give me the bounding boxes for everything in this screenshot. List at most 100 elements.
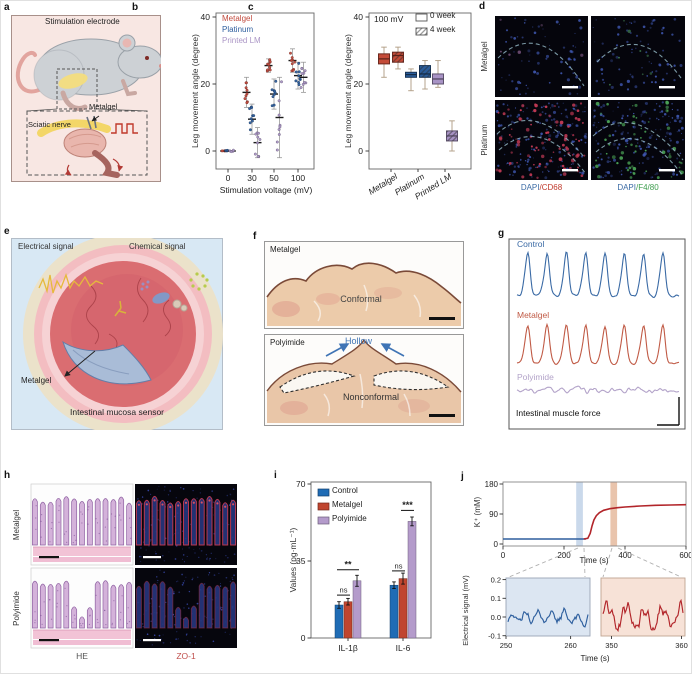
panel-a-letter: a [4,2,10,13]
svg-text:20: 20 [354,79,364,89]
svg-text:35: 35 [296,556,306,566]
he-caption: HE [76,651,88,661]
svg-text:360: 360 [675,641,688,650]
svg-text:90: 90 [489,510,498,519]
svg-text:600: 600 [679,551,692,560]
scale-bar [429,317,455,320]
svg-text:20: 20 [201,79,211,89]
g-trace-label-control: Control [517,239,545,249]
svg-text:***: *** [402,500,413,510]
stimulation-electrode-label: Stimulation electrode [45,17,120,26]
svg-text:180: 180 [485,480,499,489]
legend-metalgel-b: Metalgel [222,14,253,23]
svg-text:70: 70 [296,479,306,489]
panel-g-traces [508,238,686,430]
svg-text:ns: ns [340,586,348,595]
mouse-ear [122,38,132,48]
electrical-signal-label: Electrical signal [18,242,74,251]
svg-text:250: 250 [500,641,513,650]
legend-0-week: 0 week [430,11,456,20]
electrical-signal-waveform [38,273,104,294]
dapi-label: DAPI [617,183,636,192]
intestinal-muscle-force-label: Intestinal muscle force [516,408,601,418]
metalgel-label-e: Metalgel [21,376,52,385]
panel-f-letter: f [253,231,257,242]
svg-text:0: 0 [494,540,499,549]
d-caption-dapi-f480: DAPI/F4/80 [591,183,685,193]
j-inset-x-axis-label: Time (s) [580,654,610,663]
j-x-axis-label: Time (s) [579,556,609,565]
panel-d-letter: d [479,1,486,12]
i-y-axis-label: Values (pg·mL⁻¹) [288,527,298,593]
panel-i-plot: 0 35 70 IL-1β IL-6 ns ** ns *** [296,479,432,653]
legend-printed-lm-b: Printed LM [222,36,261,45]
mouse-stimulation-schematic [11,15,161,182]
svg-text:350: 350 [605,641,618,650]
chemical-signal-label: Chemical signal [129,242,186,251]
leg-drawing [92,150,120,178]
hollow-arrow-right [380,343,405,357]
panel-i-letter: i [274,470,277,481]
zo1-caption: ZO-1 [176,651,196,661]
legend-control-i: Control [332,486,358,495]
svg-text:40: 40 [354,12,364,22]
svg-text:0: 0 [226,173,231,183]
panel-b-letter: b [132,2,139,13]
legend-platinum-b: Platinum [222,25,254,34]
metalgel-conformal-photo [264,241,464,329]
metalgel-patch [62,340,152,385]
svg-text:-0.1: -0.1 [488,632,501,641]
svg-text:0: 0 [501,551,506,560]
panel-e-letter: e [4,226,10,237]
svg-text:ns: ns [395,561,403,570]
sciatic-nerve-label: Sciatic nerve [28,120,71,129]
hollow-region-right [373,370,450,391]
panel-d-micrographs [495,16,685,180]
svg-text:260: 260 [564,641,577,650]
svg-text:400: 400 [618,551,632,560]
intestinal-mucosa-sensor-label: Intestinal mucosa sensor [69,407,165,417]
metalgel-label-f: Metalgel [270,245,301,254]
microbe-icons [114,272,209,317]
legend-polyimide-i: Polyimide [332,514,367,523]
svg-text:0: 0 [205,146,210,156]
j-inset-y-axis-label: Electrical signal (mV) [461,575,470,646]
mouse-tail [15,50,43,94]
mouse-head [117,45,161,79]
panel-g-letter: g [498,228,505,239]
d-caption-dapi-cd68: DAPI/CD68 [495,183,588,193]
g-trace-label-polyimide: Polyimide [517,372,554,382]
g-trace-label-metalgel: Metalgel [517,310,550,320]
hollow-arrow-left [325,343,350,357]
legend-4-week: 4 week [430,25,456,34]
legend-metalgel-i: Metalgel [332,500,363,509]
svg-text:0: 0 [301,633,306,643]
svg-text:200: 200 [557,551,571,560]
intestinal-sensor-schematic [11,238,223,430]
conformal-label: Conformal [340,294,382,304]
b-x-axis-label: Stimulation voltage (mV) [219,185,313,195]
b-y-axis-label: Leg movement angle (degree) [190,34,200,148]
scale-bar [429,414,455,417]
svg-text:0.1: 0.1 [491,594,501,603]
h-row-label-metalgel: Metalgel [12,509,21,541]
d-row-label-metalgel: Metalgel [480,41,489,72]
hollow-label: Hollow [345,336,373,346]
nerve-highlight [37,119,111,137]
panel-j-plot: 0 90 180 0 200 400 600 -0.1 0.0 0.1 0.2 250 260 350 36… [485,480,692,650]
svg-text:40: 40 [201,12,211,22]
h-row-label-polyimide: Polyimide [12,591,21,626]
panel-h-histology [30,483,237,649]
dapi-label: DAPI [520,183,540,192]
c-y-axis-label: Leg movement angle (degree) [343,34,353,148]
svg-text:100: 100 [291,173,305,183]
panel-c-letter: c [248,2,254,13]
mouse-eye [145,56,149,60]
svg-text:IL-1β: IL-1β [338,643,358,653]
f480-label: /F4/80 [635,183,659,192]
metalgel-label-a: Metalgel [89,102,118,111]
panel-b-plot: 0 20 40 0 30 50 100 [201,12,315,183]
